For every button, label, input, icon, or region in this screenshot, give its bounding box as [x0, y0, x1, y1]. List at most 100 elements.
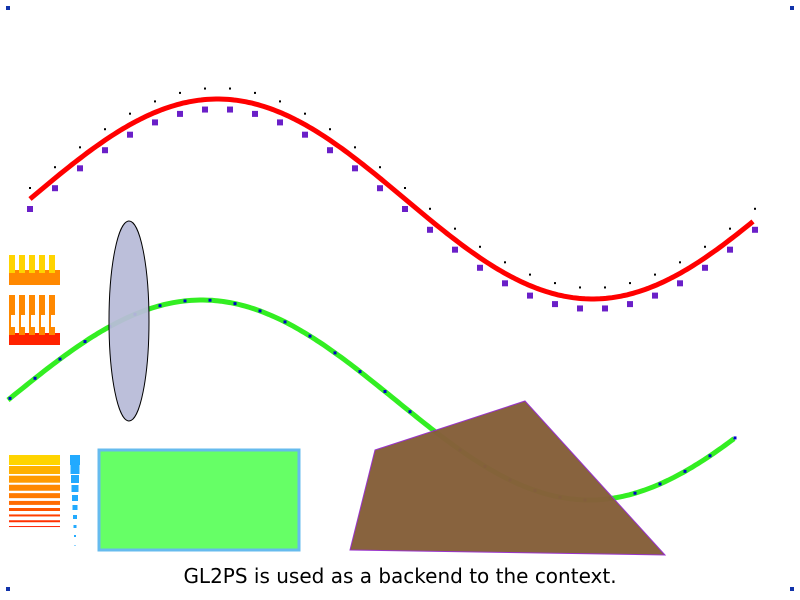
red-sine-curve — [28, 96, 755, 302]
curve-point — [708, 454, 712, 458]
comb-patterns — [9, 255, 60, 345]
comb-tooth — [9, 255, 15, 273]
curve-point — [83, 340, 87, 344]
purple-marker — [727, 246, 733, 253]
black-dot — [79, 146, 81, 149]
purple-marker — [227, 106, 233, 113]
cyan-dot-column — [70, 455, 80, 546]
caption-text: GL2PS is used as a backend to the contex… — [183, 564, 616, 588]
horizontal-stripes — [9, 455, 60, 528]
purple-marker — [427, 226, 433, 233]
purple-marker — [327, 147, 333, 154]
cyan-dot — [70, 465, 80, 474]
comb-tooth — [19, 255, 25, 273]
black-dot — [479, 245, 481, 248]
brown-polygon — [349, 400, 667, 556]
black-dot-markers — [29, 87, 756, 289]
purple-marker — [102, 147, 108, 154]
black-dot — [54, 166, 56, 169]
black-dot — [454, 227, 456, 230]
black-dot — [604, 286, 606, 289]
purple-marker — [277, 119, 283, 126]
curve-point — [258, 309, 262, 313]
purple-marker — [577, 305, 583, 312]
black-dot — [329, 128, 331, 131]
comb-base — [9, 333, 60, 345]
corner-marker — [790, 6, 794, 10]
cyan-dot — [74, 535, 76, 537]
curve-point — [333, 351, 337, 355]
black-dot — [704, 245, 706, 248]
curve-point — [233, 302, 237, 306]
black-dot — [379, 166, 381, 169]
curve-point — [8, 396, 12, 400]
black-dot — [304, 112, 306, 115]
stripe — [9, 520, 60, 523]
purple-marker — [202, 106, 208, 113]
purple-marker — [602, 305, 608, 312]
black-dot — [754, 207, 756, 210]
stripe — [9, 500, 60, 505]
comb-base — [9, 270, 60, 285]
comb-tooth — [29, 255, 35, 273]
stripe — [9, 484, 60, 491]
corner-marker — [6, 587, 10, 591]
stripe — [9, 526, 60, 528]
curve-point — [733, 436, 737, 440]
black-dot — [679, 261, 681, 264]
purple-marker — [627, 301, 633, 308]
comb-gap — [51, 315, 55, 327]
black-dot — [29, 187, 31, 189]
black-dot — [654, 273, 656, 276]
black-dot — [729, 227, 731, 230]
black-dot — [354, 146, 356, 149]
purple-marker — [552, 301, 558, 308]
purple-marker — [352, 165, 358, 172]
curve-point — [33, 376, 37, 380]
cyan-dot — [74, 545, 76, 546]
black-dot — [104, 128, 106, 131]
corner-markers — [6, 6, 794, 591]
purple-marker — [52, 185, 58, 192]
curve-point — [658, 482, 662, 486]
green-rectangle — [97, 448, 301, 552]
curve-point — [308, 334, 312, 338]
cyan-dot — [72, 505, 78, 510]
curve-point — [683, 469, 687, 473]
black-dot — [554, 282, 556, 285]
black-dot — [504, 261, 506, 264]
cyan-dot — [71, 485, 79, 492]
purple-marker — [177, 110, 183, 117]
cyan-dot — [70, 455, 80, 465]
cyan-dot — [73, 515, 77, 519]
cyan-dot — [72, 495, 78, 501]
stripe — [9, 466, 60, 474]
corner-marker — [790, 587, 794, 591]
stripe — [9, 493, 60, 499]
purple-marker — [127, 131, 133, 138]
purple-marker — [652, 292, 658, 299]
black-dot — [129, 112, 131, 115]
curve-point — [633, 491, 637, 495]
curve-point — [58, 357, 62, 361]
grey-ellipse — [108, 220, 150, 422]
cyan-dot — [71, 475, 79, 483]
stripe — [9, 514, 60, 517]
curve-point — [208, 298, 212, 302]
black-dot — [579, 286, 581, 289]
comb-gap — [31, 315, 35, 327]
curve-point — [358, 370, 362, 374]
stripe — [9, 455, 60, 465]
purple-marker — [77, 165, 83, 172]
black-dot — [254, 91, 256, 94]
curve-point — [283, 320, 287, 324]
black-dot — [279, 100, 281, 103]
purple-marker — [452, 246, 458, 253]
cyan-dot — [73, 525, 77, 528]
purple-marker — [252, 110, 258, 117]
purple-marker — [302, 131, 308, 138]
comb-gap — [41, 315, 45, 327]
comb-tooth — [49, 255, 55, 273]
purple-marker — [377, 185, 383, 192]
